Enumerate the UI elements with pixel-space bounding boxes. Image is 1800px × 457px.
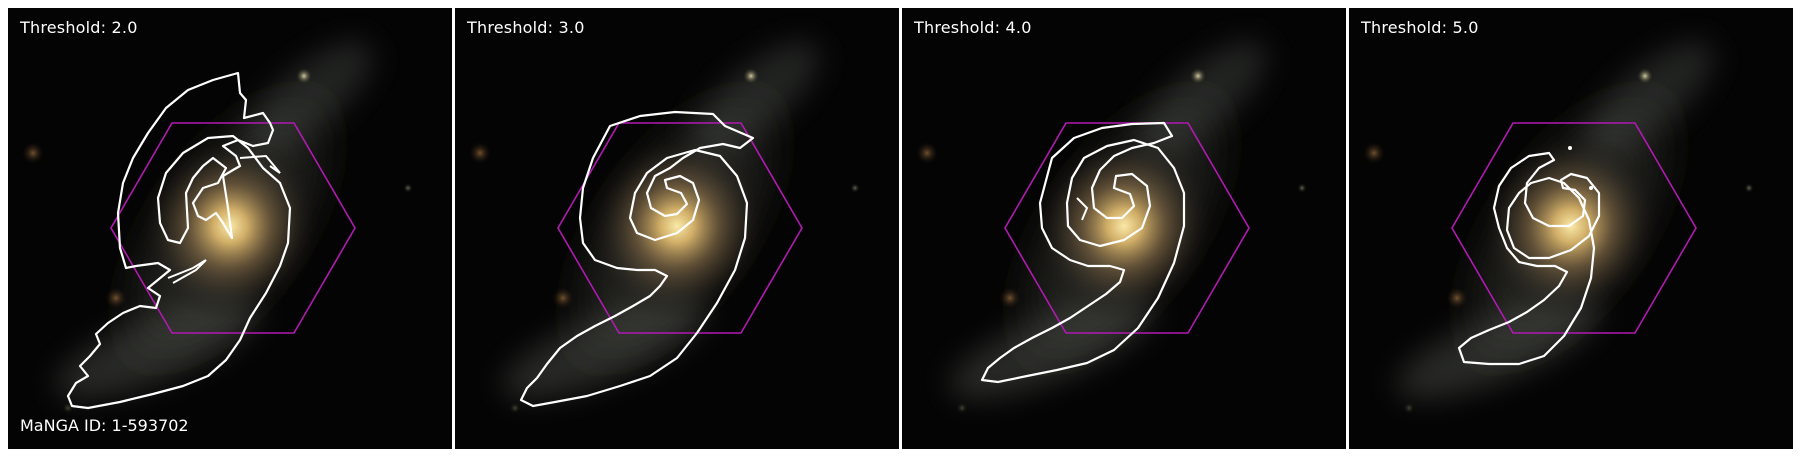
threshold-label: Threshold: 2.0 xyxy=(20,18,138,37)
spiral-contour-icon xyxy=(980,121,1186,384)
threshold-label: Threshold: 5.0 xyxy=(1361,18,1479,37)
galaxy-image xyxy=(902,8,1346,449)
panel-threshold-3: Threshold: 3.0 xyxy=(455,8,899,449)
spiral-contour-icon xyxy=(1457,151,1601,366)
manga-id-label: MaNGA ID: 1-593702 xyxy=(20,416,189,435)
threshold-label: Threshold: 4.0 xyxy=(914,18,1032,37)
spiral-contour-icon xyxy=(519,110,755,408)
spiral-contour-icon xyxy=(66,71,292,410)
panel-threshold-5: Threshold: 5.0 xyxy=(1349,8,1793,449)
panel-threshold-2: Threshold: 2.0 MaNGA ID: 1-593702 xyxy=(8,8,452,449)
galaxy-image xyxy=(8,8,452,449)
galaxy-image xyxy=(455,8,899,449)
panel-threshold-4: Threshold: 4.0 xyxy=(902,8,1346,449)
threshold-label: Threshold: 3.0 xyxy=(467,18,585,37)
galaxy-image xyxy=(1349,8,1793,449)
